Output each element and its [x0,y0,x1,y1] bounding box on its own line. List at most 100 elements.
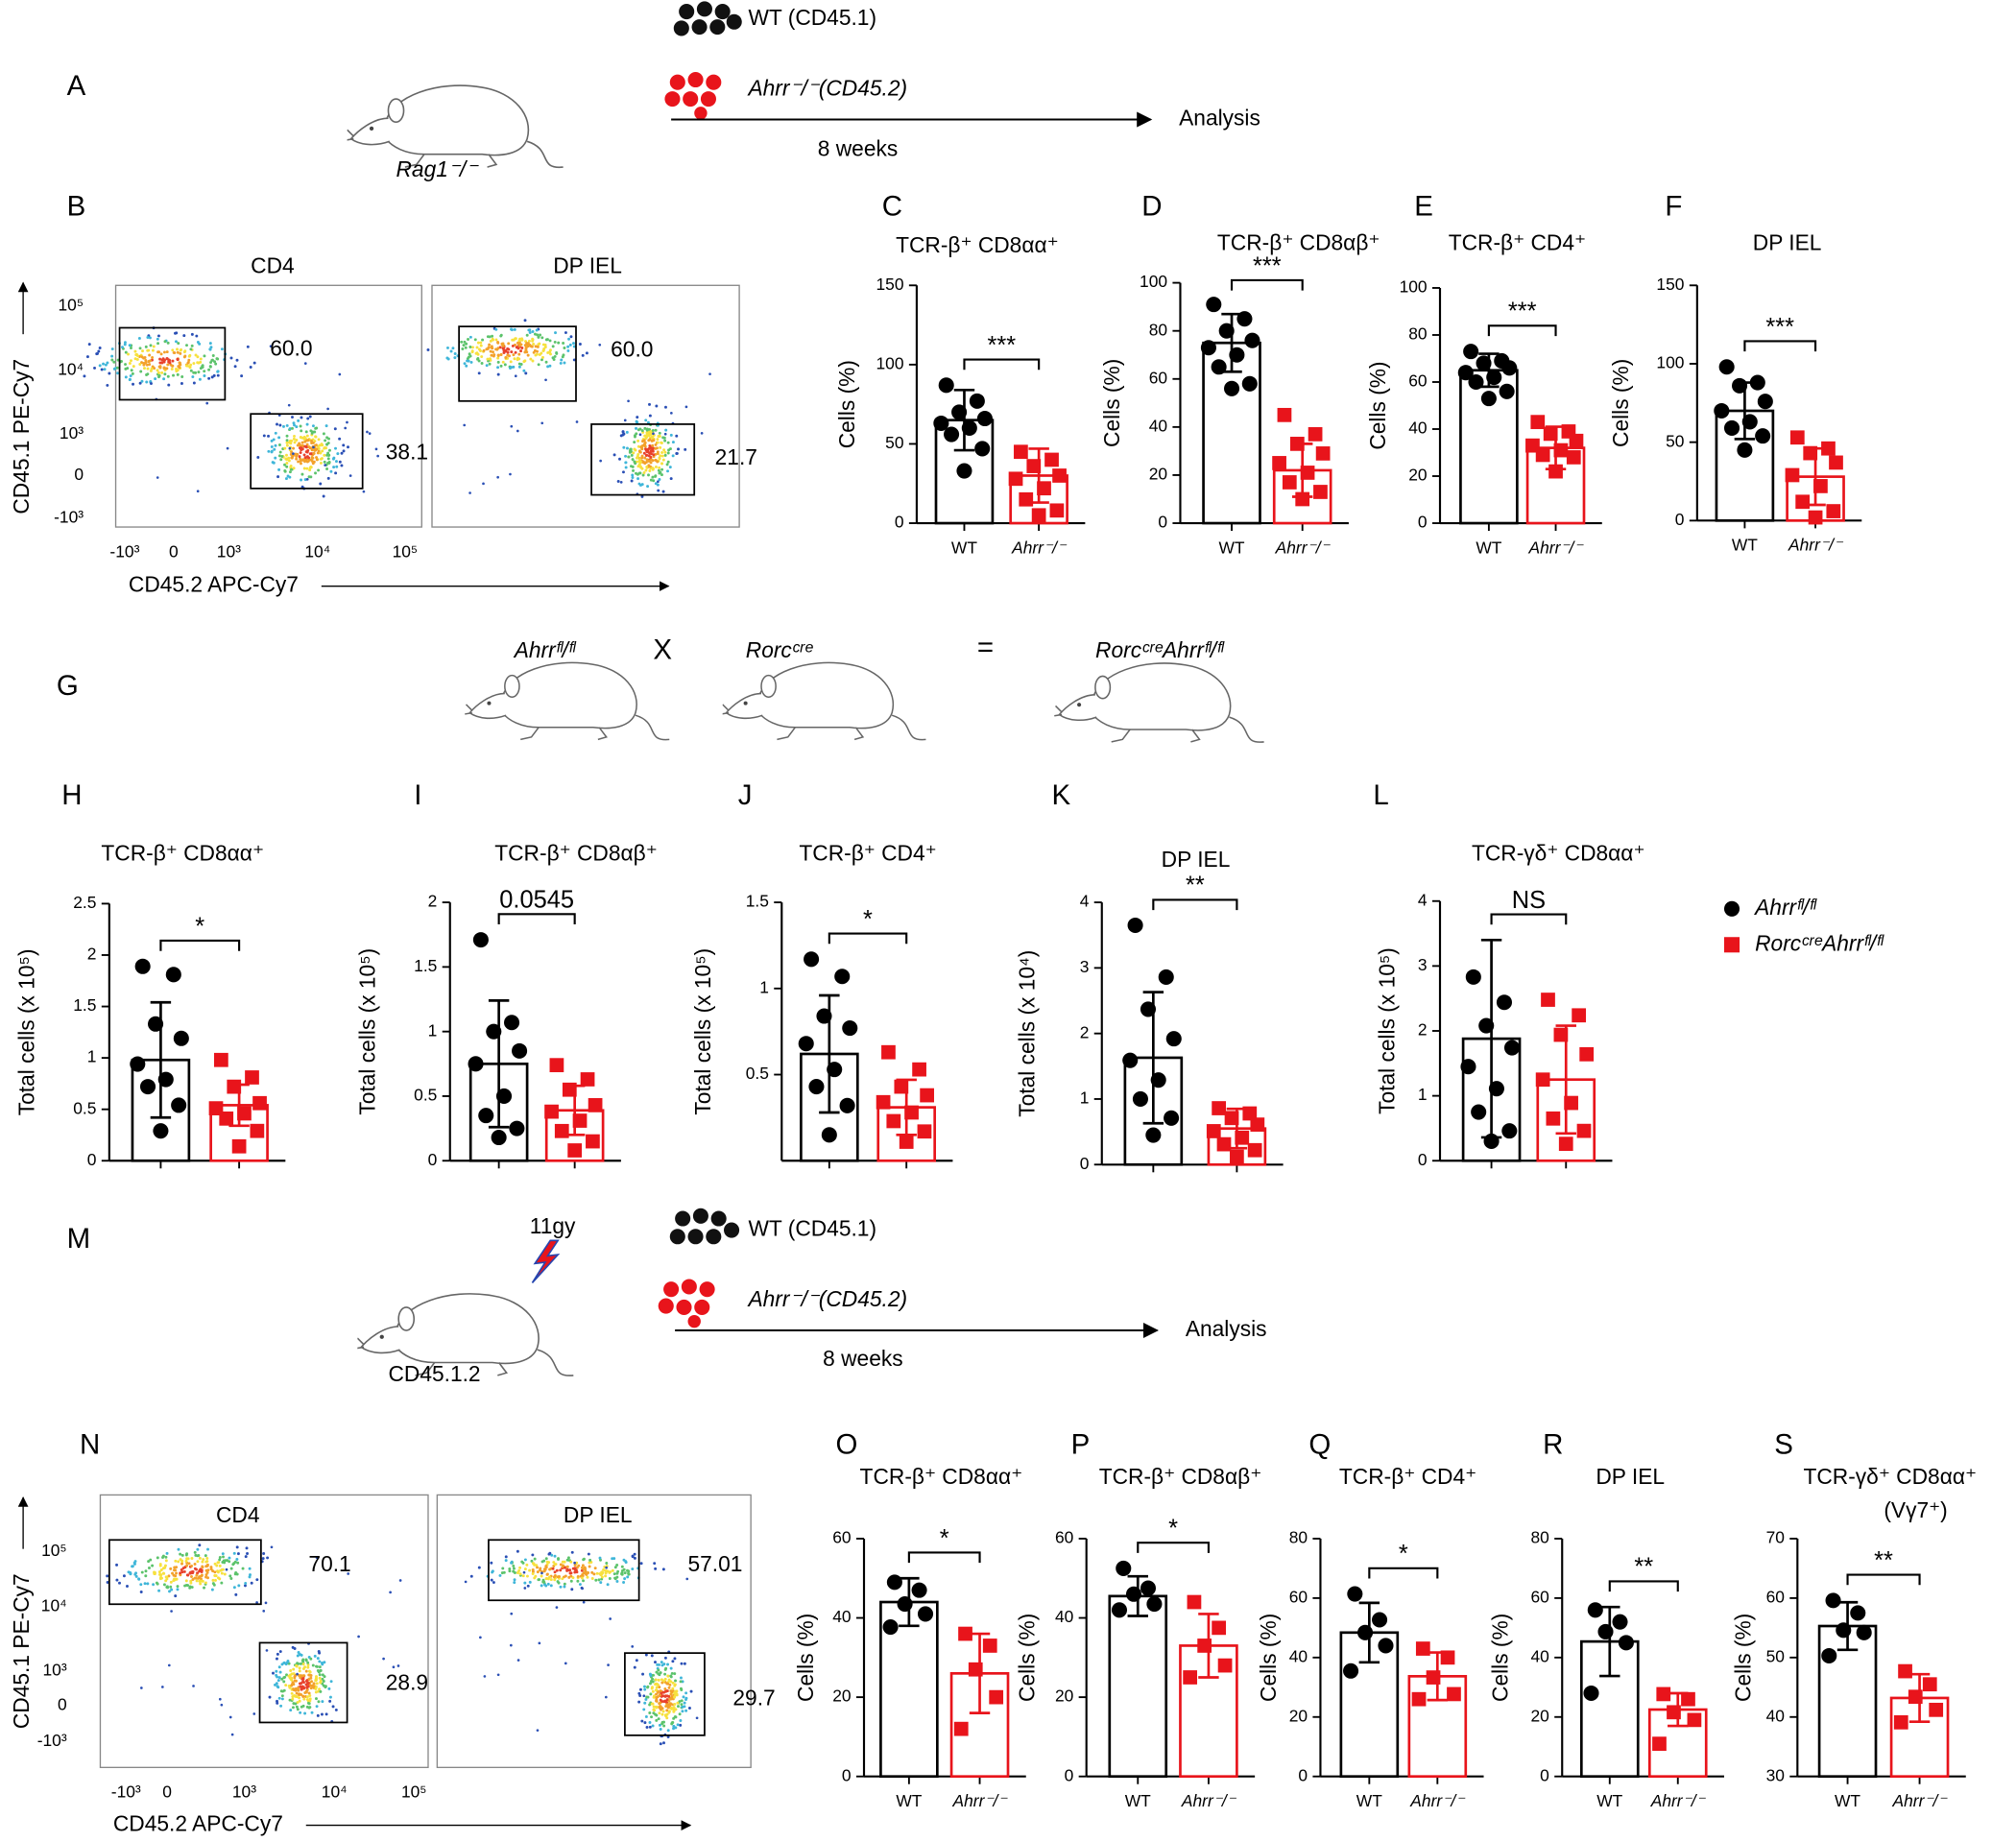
event-dot [392,1665,396,1669]
significance-label: *** [1508,299,1537,325]
event-dot [194,1553,198,1557]
event-dot [223,1572,227,1576]
event-dot [673,1684,677,1687]
event-dot [169,1580,173,1584]
event-dot [300,1705,303,1709]
event-dot [666,1729,670,1733]
event-dot [680,1688,684,1691]
data-point [1667,1705,1681,1720]
event-dot [653,1705,657,1709]
event-dot [667,1686,671,1689]
event-dot [464,1580,468,1584]
event-dot [527,339,531,343]
event-dot [638,433,642,437]
event-dot [299,457,302,461]
event-dot [580,1566,584,1569]
event-dot [236,1561,240,1565]
event-dot [499,352,503,356]
event-dot [615,1579,619,1583]
event-dot [199,367,203,371]
event-dot [318,1687,322,1691]
event-dot [642,451,646,455]
event-dot [188,365,192,369]
event-dot [555,351,559,354]
y-tick-label: 0 [1065,1765,1074,1784]
event-dot [287,1674,291,1678]
event-dot [210,1588,214,1591]
event-dot [311,424,315,428]
event-dot [473,338,477,342]
event-dot [329,1680,333,1684]
event-dot [580,1576,584,1580]
event-dot [186,1557,190,1561]
event-dot [671,454,675,458]
event-dot [270,450,274,454]
event-dot [273,447,276,451]
event-dot [655,1696,659,1699]
event-dot [625,446,629,450]
event-dot [513,1581,516,1585]
event-dot [501,345,505,348]
event-dot [656,450,660,454]
event-dot [585,1572,588,1576]
event-dot [695,1716,699,1720]
event-dot [146,367,150,371]
event-dot [269,345,273,348]
event-dot [276,1685,279,1688]
event-dot [482,348,486,352]
event-dot [196,1560,200,1564]
event-dot [506,347,510,350]
event-dot [179,1558,182,1562]
data-point [1132,1090,1148,1108]
data-point [1031,508,1046,523]
plot-frame [436,1494,752,1768]
event-dot [280,1694,284,1698]
event-dot [513,1578,516,1582]
data-point [911,1582,927,1598]
event-dot [226,446,229,450]
event-dot [207,376,211,380]
event-dot [660,1708,662,1711]
event-dot [553,354,557,358]
event-dot [446,357,450,361]
event-dot [204,1575,208,1579]
y-axis-label: Total cells (x 10⁵) [354,948,379,1115]
event-dot [314,443,318,447]
event-dot [115,366,119,370]
y-axis-label: Cells (%) [1487,1614,1512,1702]
event-dot [303,456,307,460]
y-tick-label: 0.5 [73,1098,96,1117]
event-dot [128,344,132,347]
event-dot [156,369,159,372]
event-dot [565,1558,569,1562]
event-dot [658,1702,661,1706]
event-dot [156,337,159,341]
event-dot [123,343,127,347]
event-dot [216,1569,220,1573]
event-dot [663,1656,667,1660]
event-dot [651,1724,655,1728]
event-dot [468,346,472,348]
event-dot [120,359,123,363]
event-dot [496,353,500,357]
event-dot [169,1585,173,1589]
event-dot [622,1581,626,1584]
event-dot [162,1583,166,1587]
event-dot [655,1699,658,1703]
donor-label: Ahrr⁻/⁻(CD45.2) [746,76,907,101]
event-dot [211,354,215,357]
event-dot [566,348,570,352]
event-dot [302,1697,306,1701]
event-dot [192,381,196,385]
event-dot [649,478,653,482]
event-dot [605,1566,608,1569]
data-point [1612,1614,1628,1630]
event-dot [532,343,536,346]
event-dot [502,1570,506,1574]
event-dot [305,1698,309,1702]
event-dot [306,1682,309,1686]
event-dot [666,441,670,444]
data-point [1460,1059,1476,1075]
event-dot [314,1685,318,1688]
event-dot [483,1675,487,1678]
